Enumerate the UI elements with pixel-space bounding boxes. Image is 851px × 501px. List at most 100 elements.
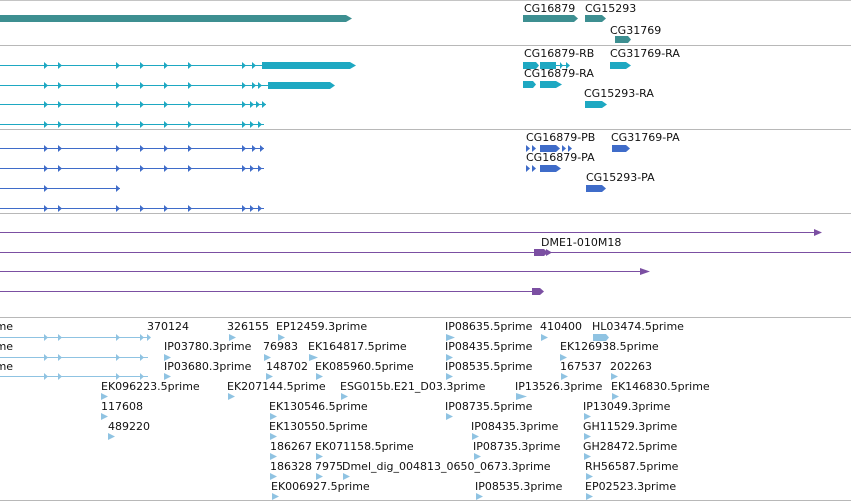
direction-arrow xyxy=(258,165,262,172)
est-feature[interactable] xyxy=(446,334,455,341)
cds-exon[interactable] xyxy=(526,145,530,152)
est-feature[interactable] xyxy=(611,373,618,380)
est-feature[interactable] xyxy=(446,413,453,420)
match-feature[interactable] xyxy=(640,268,650,275)
match-feature[interactable] xyxy=(534,249,548,256)
direction-arrow xyxy=(188,145,192,152)
cds-exon[interactable] xyxy=(526,165,530,172)
est-feature[interactable] xyxy=(270,473,277,480)
transcript-exon[interactable] xyxy=(540,62,556,69)
est-feature[interactable] xyxy=(343,473,350,480)
direction-arrow xyxy=(164,121,168,128)
cds-exon[interactable] xyxy=(540,145,560,152)
est-feature[interactable] xyxy=(541,334,548,341)
est-feature[interactable] xyxy=(474,453,481,460)
transcript-exon[interactable] xyxy=(523,81,536,88)
transcript-direction-markers xyxy=(44,101,266,108)
transcript-exon[interactable] xyxy=(268,82,335,89)
est-feature[interactable] xyxy=(561,373,568,380)
direction-arrow xyxy=(140,354,144,361)
gene-feature[interactable] xyxy=(0,15,352,22)
direction-arrow xyxy=(256,101,260,108)
est-feature[interactable] xyxy=(270,433,277,440)
cds-exon[interactable] xyxy=(562,145,566,152)
est-label: RH56587.5prime xyxy=(585,460,679,473)
direction-arrow xyxy=(242,82,246,89)
est-label: IP08535.5prime xyxy=(445,360,533,373)
direction-arrow xyxy=(58,205,62,212)
est-feature[interactable] xyxy=(108,433,115,440)
est-feature[interactable] xyxy=(560,354,567,361)
direction-arrow xyxy=(140,82,144,89)
transcript-exon[interactable] xyxy=(540,81,562,88)
est-feature[interactable] xyxy=(278,334,285,341)
transcript-exon[interactable] xyxy=(610,62,631,69)
est-feature[interactable] xyxy=(586,493,593,500)
direction-arrow xyxy=(164,165,168,172)
cds-exon[interactable] xyxy=(568,145,572,152)
transcript-exon[interactable] xyxy=(585,101,607,108)
est-feature[interactable] xyxy=(164,354,171,361)
cds-exon[interactable] xyxy=(586,185,606,192)
est-label: EK146830.5prime xyxy=(611,380,710,393)
est-feature[interactable] xyxy=(584,433,591,440)
est-feature[interactable] xyxy=(316,473,323,480)
direction-arrow xyxy=(44,205,48,212)
est-feature[interactable] xyxy=(446,354,453,361)
direction-arrow xyxy=(44,373,48,380)
cds-exon[interactable] xyxy=(532,165,536,172)
est-feature[interactable] xyxy=(516,393,527,400)
est-feature[interactable] xyxy=(266,373,273,380)
est-feature[interactable] xyxy=(147,334,151,341)
gene-feature-cg31769[interactable] xyxy=(615,36,631,43)
est-feature[interactable] xyxy=(472,433,479,440)
est-feature[interactable] xyxy=(316,453,323,460)
direction-arrow xyxy=(164,205,168,212)
est-feature[interactable] xyxy=(101,393,108,400)
transcript-exon[interactable] xyxy=(262,62,356,69)
transcript-exon[interactable] xyxy=(566,62,570,69)
direction-arrow xyxy=(250,101,254,108)
est-feature[interactable] xyxy=(316,373,323,380)
direction-arrow xyxy=(188,101,192,108)
est-feature[interactable] xyxy=(586,473,593,480)
est-feature[interactable] xyxy=(584,413,591,420)
est-label: IP08435.3prime xyxy=(471,420,559,433)
direction-arrow xyxy=(252,62,256,69)
est-feature[interactable] xyxy=(101,413,108,420)
est-feature[interactable] xyxy=(584,453,591,460)
direction-arrow xyxy=(116,101,120,108)
est-feature[interactable] xyxy=(476,493,483,500)
est-feature[interactable] xyxy=(612,393,619,400)
est-feature[interactable] xyxy=(446,373,453,380)
cds-exon[interactable] xyxy=(532,145,536,152)
est-label: EK130550.5prime xyxy=(269,420,368,433)
cds-exon[interactable] xyxy=(540,165,561,172)
match-feature[interactable] xyxy=(546,249,552,256)
est-feature[interactable] xyxy=(164,373,171,380)
est-feature[interactable] xyxy=(593,334,609,341)
est-feature[interactable] xyxy=(309,354,318,361)
est-label: IP13049.3prime xyxy=(583,400,671,413)
est-feature[interactable] xyxy=(228,393,235,400)
gene-feature-cg15293[interactable] xyxy=(585,15,606,22)
direction-arrow xyxy=(250,121,254,128)
est-label: IP08535.3prime xyxy=(475,480,563,493)
est-feature[interactable] xyxy=(272,493,279,500)
transcript-exon[interactable] xyxy=(523,62,539,69)
est-feature[interactable] xyxy=(270,413,277,420)
gene-feature-cg16879[interactable] xyxy=(523,15,578,22)
est-label: IP08635.5prime xyxy=(445,320,533,333)
direction-arrow xyxy=(188,62,192,69)
match-feature[interactable] xyxy=(814,229,822,236)
est-feature[interactable] xyxy=(270,453,277,460)
match-feature[interactable] xyxy=(532,288,544,295)
cds-exon[interactable] xyxy=(612,145,630,152)
direction-arrow xyxy=(58,334,62,341)
transcript-exon[interactable] xyxy=(560,62,563,69)
est-feature[interactable] xyxy=(264,354,271,361)
est-feature[interactable] xyxy=(341,393,348,400)
est-label: IP13526.3prime xyxy=(515,380,603,393)
est-track: rime rime rime 370124 326155 EP12459.3pr… xyxy=(0,320,710,500)
est-feature[interactable] xyxy=(229,334,236,341)
